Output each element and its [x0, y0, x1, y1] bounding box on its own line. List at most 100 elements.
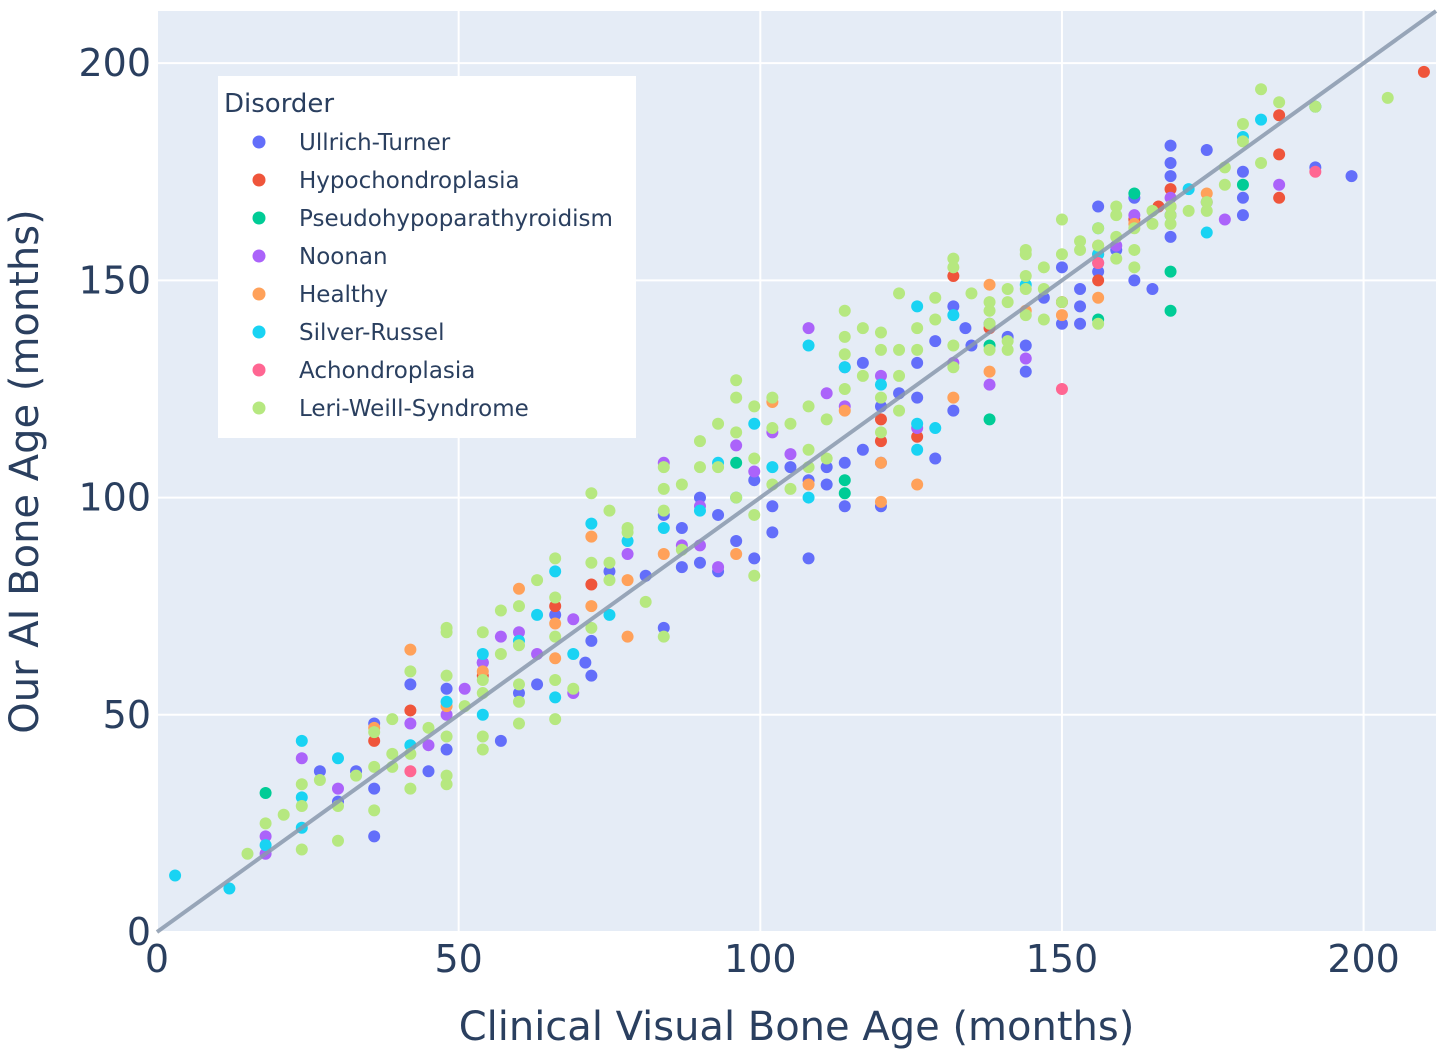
data-point	[965, 287, 978, 300]
data-point	[1074, 300, 1087, 313]
data-point	[422, 739, 435, 752]
data-point	[838, 487, 851, 500]
data-point	[1381, 91, 1394, 104]
data-point	[802, 478, 815, 491]
data-point	[874, 343, 887, 356]
data-point	[458, 682, 471, 695]
data-point	[295, 800, 308, 813]
data-point	[856, 369, 869, 382]
data-point	[295, 778, 308, 791]
data-point	[567, 613, 580, 626]
data-point	[911, 478, 924, 491]
legend-label: Achondroplasia	[299, 358, 475, 384]
data-point	[1309, 100, 1322, 113]
data-point	[802, 339, 815, 352]
data-point	[874, 456, 887, 469]
data-point	[983, 365, 996, 378]
data-point	[404, 717, 417, 730]
data-point	[1055, 317, 1068, 330]
data-point	[549, 600, 562, 613]
data-point	[1074, 283, 1087, 296]
data-point	[1273, 148, 1286, 161]
data-point	[512, 687, 525, 700]
data-point	[675, 521, 688, 534]
data-point	[1200, 196, 1213, 209]
data-point	[1200, 187, 1213, 200]
data-point	[476, 708, 489, 721]
data-point	[874, 495, 887, 508]
data-point	[838, 348, 851, 361]
data-point	[947, 339, 960, 352]
data-point	[1092, 239, 1105, 252]
legend-label: Noonan	[299, 244, 388, 270]
data-point	[639, 595, 652, 608]
data-point	[1128, 261, 1141, 274]
data-point	[512, 600, 525, 613]
data-point	[748, 552, 761, 565]
data-point	[748, 569, 761, 582]
data-point	[1001, 335, 1014, 348]
data-point	[838, 404, 851, 417]
data-point	[531, 678, 544, 691]
data-point	[820, 387, 833, 400]
data-point	[802, 552, 815, 565]
data-point	[476, 626, 489, 639]
data-point	[766, 526, 779, 539]
data-point	[959, 322, 972, 335]
data-point	[1001, 296, 1014, 309]
data-point	[911, 443, 924, 456]
data-point	[820, 461, 833, 474]
data-point	[549, 565, 562, 578]
data-point	[657, 630, 670, 643]
data-point	[874, 413, 887, 426]
data-point	[331, 782, 344, 795]
data-point	[1055, 296, 1068, 309]
x-tick-label: 200	[1327, 937, 1400, 981]
data-point	[1128, 243, 1141, 256]
data-point	[748, 417, 761, 430]
data-point	[730, 548, 743, 561]
legend-label: Leri-Weill-Syndrome	[299, 396, 529, 422]
data-points	[169, 65, 1430, 895]
data-point	[730, 426, 743, 439]
data-point	[313, 765, 326, 778]
data-point	[1055, 382, 1068, 395]
y-tick-label: 100	[78, 476, 151, 520]
data-point	[169, 869, 182, 882]
data-point	[675, 561, 688, 574]
data-point	[1164, 139, 1177, 152]
data-point	[404, 678, 417, 691]
data-point	[549, 617, 562, 630]
data-point	[693, 504, 706, 517]
legend-marker	[252, 173, 266, 187]
data-point	[766, 391, 779, 404]
data-point	[911, 356, 924, 369]
legend-label: Healthy	[299, 282, 388, 308]
data-point	[675, 478, 688, 491]
data-point	[368, 830, 381, 843]
data-point	[730, 439, 743, 452]
data-point	[730, 374, 743, 387]
data-point	[549, 691, 562, 704]
data-point	[1110, 252, 1123, 265]
data-point	[585, 600, 598, 613]
data-point	[603, 504, 616, 517]
data-point	[838, 330, 851, 343]
data-point	[1255, 83, 1268, 96]
data-point	[579, 656, 592, 669]
legend-box	[218, 76, 636, 438]
data-point	[766, 500, 779, 513]
data-point	[440, 743, 453, 756]
data-point	[585, 621, 598, 634]
data-point	[259, 786, 272, 799]
data-point	[368, 734, 381, 747]
data-point	[1019, 283, 1032, 296]
data-point	[947, 309, 960, 322]
data-point	[368, 804, 381, 817]
data-point	[947, 391, 960, 404]
data-point	[440, 708, 453, 721]
legend-label: Ullrich-Turner	[299, 130, 451, 156]
legend: Disorder Ullrich-Turner Hypochondroplasia…	[218, 76, 636, 438]
data-point	[440, 730, 453, 743]
data-point	[802, 443, 815, 456]
